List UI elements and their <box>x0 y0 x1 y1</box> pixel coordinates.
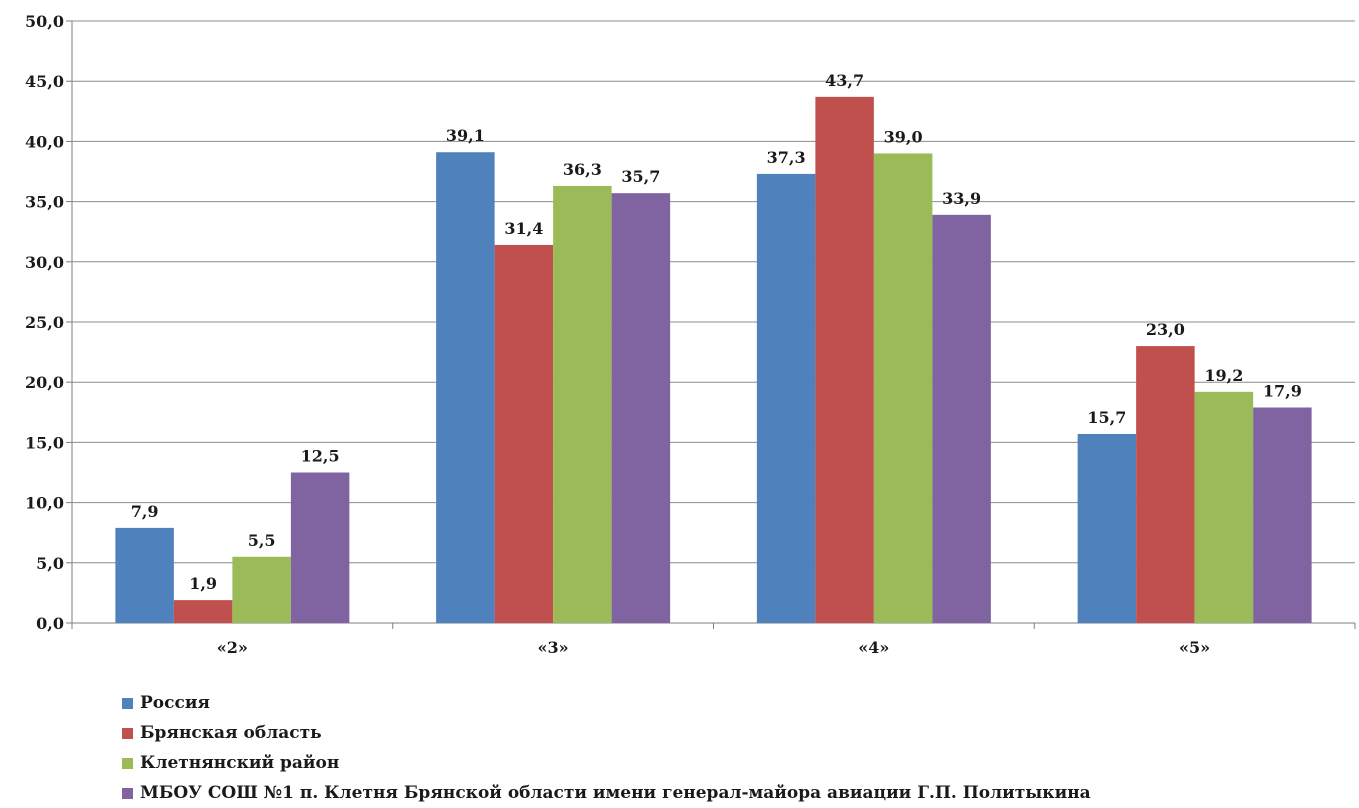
gridlines <box>72 20 1355 564</box>
legend-swatch <box>122 727 133 739</box>
y-tick-label: 15,0 <box>25 433 64 452</box>
bar <box>1253 407 1312 623</box>
bar <box>232 556 291 623</box>
legend-swatch <box>122 787 133 799</box>
legend-item: Брянская область <box>122 718 1352 748</box>
legend-label: Россия <box>140 693 210 713</box>
legend: Россия Брянская область Клетнянский район М… <box>122 688 1352 808</box>
y-tick-label: 20,0 <box>25 373 64 392</box>
bar <box>436 152 495 623</box>
y-tick-label: 40,0 <box>25 132 64 151</box>
bar <box>1194 391 1254 623</box>
bar <box>815 96 874 624</box>
data-label: 37,3 <box>767 148 806 167</box>
y-tick-label: 30,0 <box>25 253 64 272</box>
data-label: 23,0 <box>1146 320 1185 339</box>
x-tick-label: «4» <box>858 638 889 657</box>
legend-item: Россия <box>122 688 1352 718</box>
legend-label: МБОУ СОШ №1 п. Клетня Брянской области и… <box>140 783 1091 803</box>
legend-swatch <box>122 757 133 769</box>
bar <box>494 244 554 623</box>
y-tick-label: 5,0 <box>36 554 64 573</box>
data-label: 19,2 <box>1204 366 1243 385</box>
bar <box>611 193 671 623</box>
y-tick-label: 45,0 <box>25 72 64 91</box>
y-tick-label: 25,0 <box>25 313 64 332</box>
axes: 0,0 5,0 10,0 15,0 20,0 25,0 30,0 35,0 40,0 45,0 50… <box>25 12 1356 657</box>
data-label: 1,9 <box>189 574 217 593</box>
data-labels: 7,9 1,9 5,5 12,5 39,1 31,4 36,3 35,7 37,3 43,7 39,… <box>131 71 1302 593</box>
data-label: 7,9 <box>131 502 159 521</box>
bar <box>873 153 933 623</box>
bar <box>932 214 991 623</box>
bar <box>173 600 233 623</box>
x-tick-label: «3» <box>538 638 569 657</box>
y-tick-label: 50,0 <box>25 12 64 31</box>
data-label: 5,5 <box>248 531 276 550</box>
bar <box>1136 346 1195 623</box>
data-label: 15,7 <box>1087 408 1126 427</box>
data-label: 36,3 <box>563 160 602 179</box>
legend-swatch <box>122 697 133 709</box>
bar <box>290 472 350 623</box>
data-label: 33,9 <box>942 189 981 208</box>
legend-label: Клетнянский район <box>140 753 340 773</box>
bar <box>115 527 174 623</box>
y-tick-label: 10,0 <box>25 494 64 513</box>
data-label: 35,7 <box>621 167 660 186</box>
legend-item: МБОУ СОШ №1 п. Клетня Брянской области и… <box>122 778 1352 808</box>
x-tick-label: «2» <box>217 638 248 657</box>
data-label: 12,5 <box>301 447 340 466</box>
bar <box>756 173 816 623</box>
legend-item: Клетнянский район <box>122 748 1352 778</box>
data-label: 17,9 <box>1263 381 1302 400</box>
bar <box>553 185 612 623</box>
data-label: 43,7 <box>825 71 864 90</box>
data-label: 39,1 <box>446 126 485 145</box>
y-tick-label: 35,0 <box>25 193 64 212</box>
bars <box>115 96 1312 624</box>
data-label: 31,4 <box>504 219 543 238</box>
legend-label: Брянская область <box>140 723 322 743</box>
x-tick-label: «5» <box>1179 638 1210 657</box>
y-tick-label: 0,0 <box>36 614 64 633</box>
bar <box>1077 433 1137 623</box>
data-label: 39,0 <box>884 127 923 146</box>
